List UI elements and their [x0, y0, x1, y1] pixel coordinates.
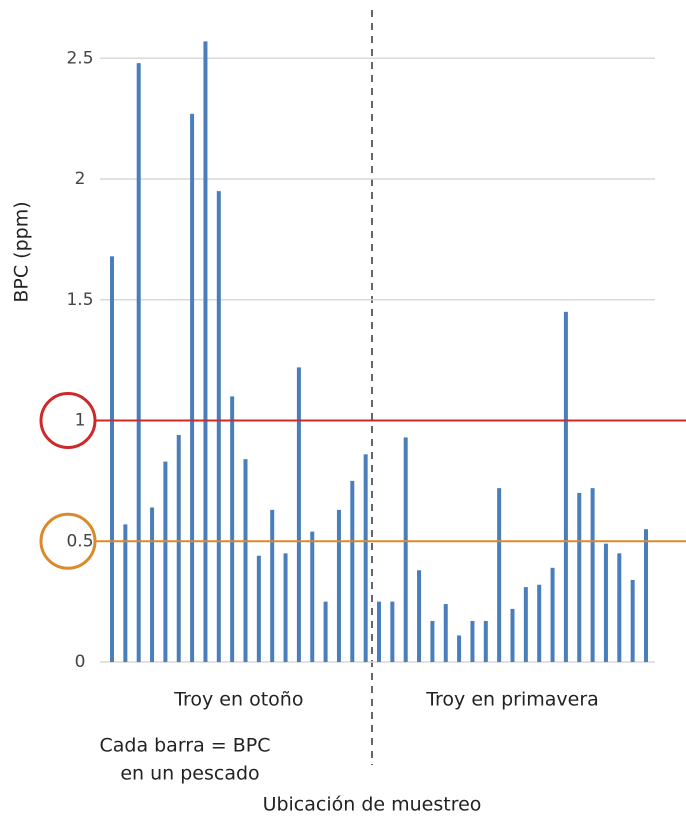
- bar: [110, 256, 114, 662]
- y-tick-label: 1.5: [66, 290, 93, 310]
- bar: [430, 620, 435, 662]
- bar: [617, 553, 622, 662]
- bar: [390, 601, 395, 662]
- bar: [136, 63, 141, 663]
- bar: [523, 587, 528, 662]
- bar: [150, 507, 155, 662]
- bar: [377, 601, 381, 662]
- bar: [603, 543, 608, 662]
- bar: [270, 509, 275, 662]
- bar: [510, 608, 515, 662]
- bar: [123, 524, 128, 662]
- tick-highlight: [39, 512, 97, 570]
- annotation: Cada barra = BPC: [99, 735, 270, 757]
- bar: [216, 191, 221, 662]
- bar: [190, 113, 195, 662]
- bar: [630, 579, 635, 662]
- annotation: en un pescado: [120, 763, 259, 785]
- bar: [176, 435, 181, 662]
- bar: [644, 529, 648, 662]
- bar: [203, 41, 208, 663]
- bar: [403, 437, 408, 662]
- bar: [497, 488, 502, 662]
- bar: [163, 461, 168, 662]
- bar: [483, 620, 488, 662]
- y-tick-label: 1: [75, 411, 86, 431]
- bar: [470, 620, 475, 662]
- group-label: Troy en otoño: [173, 689, 303, 711]
- group-label: Troy en primavera: [425, 689, 599, 711]
- bar: [296, 367, 301, 662]
- bar: [363, 454, 368, 662]
- bar: [256, 555, 261, 662]
- bar: [443, 604, 448, 662]
- x-axis-label: Ubicación de muestreo: [263, 794, 482, 816]
- bar: [323, 601, 328, 662]
- bar: [310, 531, 315, 662]
- y-tick-label: 2: [75, 169, 86, 189]
- bar: [417, 570, 422, 662]
- bar: [537, 584, 542, 662]
- bar: [283, 553, 288, 662]
- y-tick-label: 2.5: [66, 48, 93, 68]
- bar: [457, 635, 462, 662]
- bar: [350, 480, 355, 662]
- y-tick-label: 0.5: [66, 531, 93, 551]
- bar: [230, 396, 235, 662]
- y-tick-label: 0: [75, 652, 86, 672]
- bar: [563, 311, 568, 662]
- bar: [590, 488, 595, 662]
- bar: [243, 459, 248, 662]
- bar: [550, 567, 555, 662]
- bar: [336, 509, 341, 662]
- bar: [577, 492, 582, 662]
- y-axis-label: BPC (ppm): [11, 201, 33, 302]
- tick-highlight: [39, 392, 97, 450]
